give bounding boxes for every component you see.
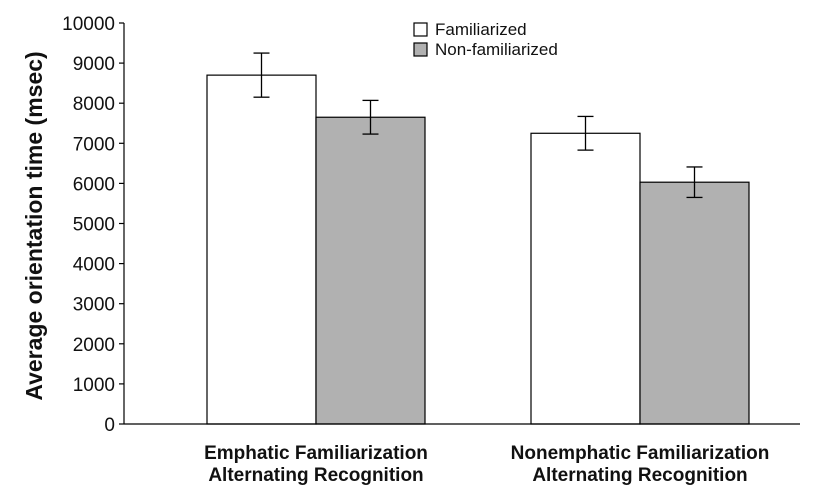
error-bar bbox=[253, 52, 270, 98]
legend-item: Familiarized bbox=[413, 20, 527, 39]
y-tick-label: 0 bbox=[104, 415, 115, 436]
error-bars-group bbox=[253, 52, 703, 199]
y-tick-label: 4000 bbox=[73, 255, 115, 276]
legend-label: Non-familiarized bbox=[435, 40, 558, 59]
y-tick-label: 1000 bbox=[73, 375, 115, 396]
bar-non-familiarized-0 bbox=[315, 116, 426, 425]
legend-swatch bbox=[413, 42, 428, 57]
error-bar bbox=[577, 115, 594, 151]
legend-item: Non-familiarized bbox=[413, 40, 558, 59]
x-category-label: Nonemphatic Familiarization bbox=[511, 443, 770, 464]
bar-familiarized-0 bbox=[206, 74, 317, 425]
error-bar bbox=[362, 99, 379, 135]
error-bar bbox=[686, 166, 703, 199]
y-tick-label: 7000 bbox=[73, 134, 115, 155]
legend-swatch bbox=[413, 22, 428, 37]
y-tick-label: 10000 bbox=[62, 14, 115, 35]
x-category-label: Alternating Recognition bbox=[208, 465, 423, 486]
y-tick-label: 8000 bbox=[73, 94, 115, 115]
y-axis: 0 1000 2000 3000 4000 5000 6000 7000 8000 9000 100… bbox=[62, 14, 125, 436]
bar-familiarized-1 bbox=[530, 132, 641, 425]
y-tick-label: 5000 bbox=[73, 215, 115, 236]
bars-group bbox=[206, 74, 750, 425]
x-category-label: Alternating Recognition bbox=[532, 465, 747, 486]
y-tick-label: 2000 bbox=[73, 335, 115, 356]
y-axis-label: Average orientation time (msec) bbox=[21, 51, 47, 400]
legend-label: Familiarized bbox=[435, 20, 527, 39]
y-tick-label: 9000 bbox=[73, 54, 115, 75]
y-tick-label: 3000 bbox=[73, 295, 115, 316]
x-category-label: Emphatic Familiarization bbox=[204, 443, 428, 464]
y-tick-label: 6000 bbox=[73, 174, 115, 195]
bar-non-familiarized-1 bbox=[639, 181, 750, 425]
